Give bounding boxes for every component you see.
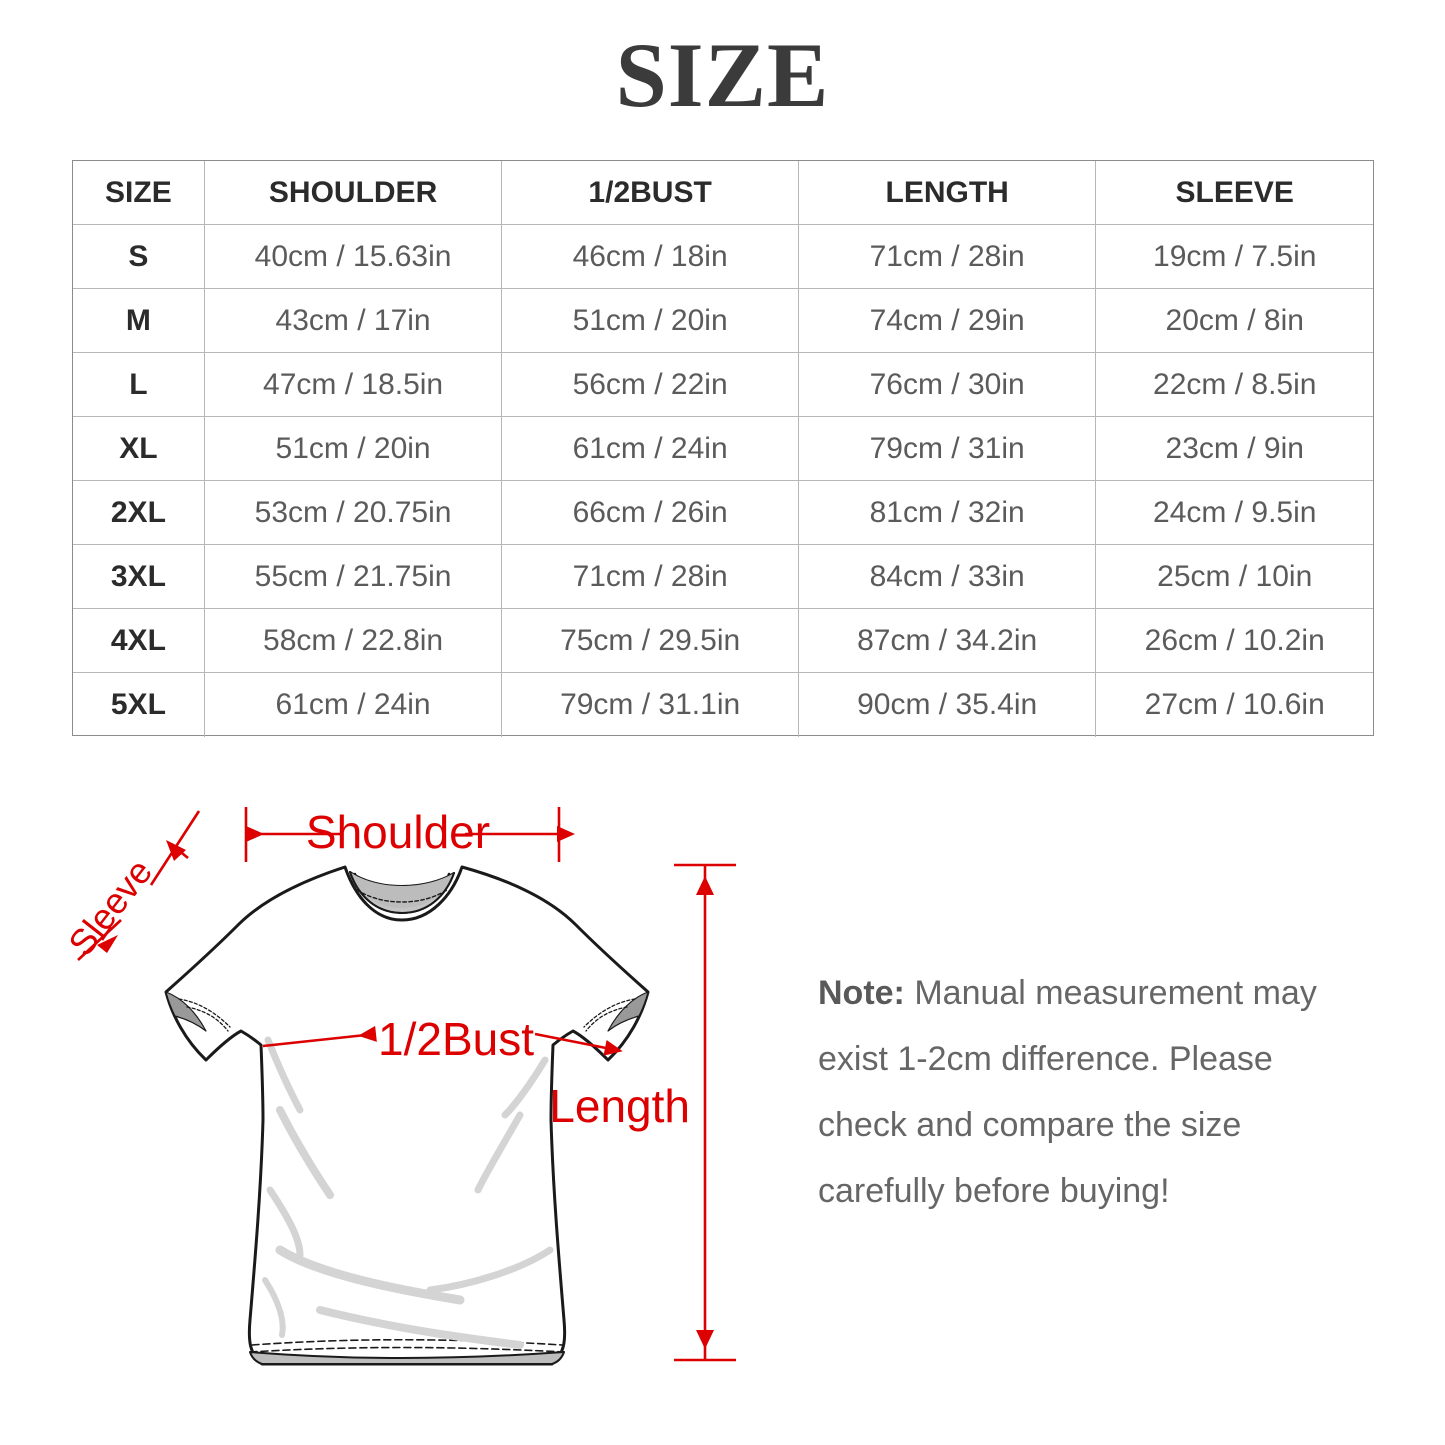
svg-text:Shoulder: Shoulder [306,806,490,858]
svg-text:Length: Length [549,1080,690,1132]
svg-text:1/2Bust: 1/2Bust [378,1013,534,1065]
